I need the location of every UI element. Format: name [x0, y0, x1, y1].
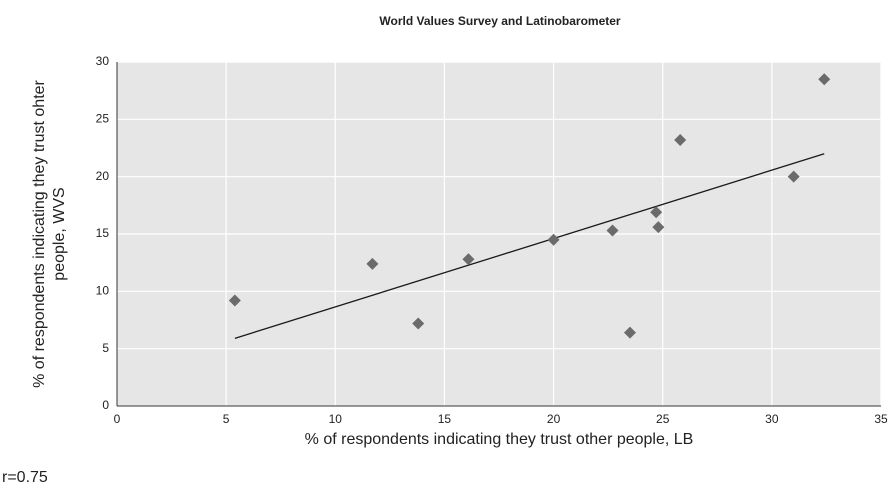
point	[674, 133, 687, 146]
point	[606, 224, 619, 237]
y-tick-label: 10	[96, 284, 110, 298]
y-tick-label: 15	[96, 226, 110, 240]
trend-line	[234, 153, 825, 339]
point	[366, 257, 379, 270]
y-axis-label: people, WVS	[51, 187, 68, 280]
point	[547, 233, 560, 246]
point	[412, 317, 425, 330]
x-tick-label: 10	[329, 412, 343, 426]
x-axis-label: % of respondents indicating they trust o…	[305, 431, 694, 448]
point	[623, 326, 636, 339]
point	[650, 206, 663, 219]
x-tick-label: 25	[656, 412, 670, 426]
x-tick-label: 0	[114, 412, 121, 426]
x-tick-label: 15	[438, 412, 452, 426]
point	[787, 170, 800, 183]
y-tick-label: 25	[96, 112, 110, 126]
point	[652, 221, 665, 234]
x-tick-label: 20	[547, 412, 561, 426]
y-tick-label: 30	[96, 54, 110, 68]
x-tick-label: 35	[874, 412, 888, 426]
point	[462, 253, 475, 266]
y-axis-label: % of respondents indicating they trust o…	[31, 79, 48, 387]
y-tick-label: 0	[102, 398, 109, 412]
chart-title: World Values Survey and Latinobarometer	[379, 14, 621, 28]
y-tick-label: 5	[102, 341, 109, 355]
y-tick-label: 20	[96, 169, 110, 183]
x-tick-label: 30	[765, 412, 779, 426]
annotation: r=0.75	[2, 469, 48, 486]
point	[818, 73, 831, 86]
point	[228, 294, 241, 307]
x-tick-label: 5	[223, 412, 230, 426]
